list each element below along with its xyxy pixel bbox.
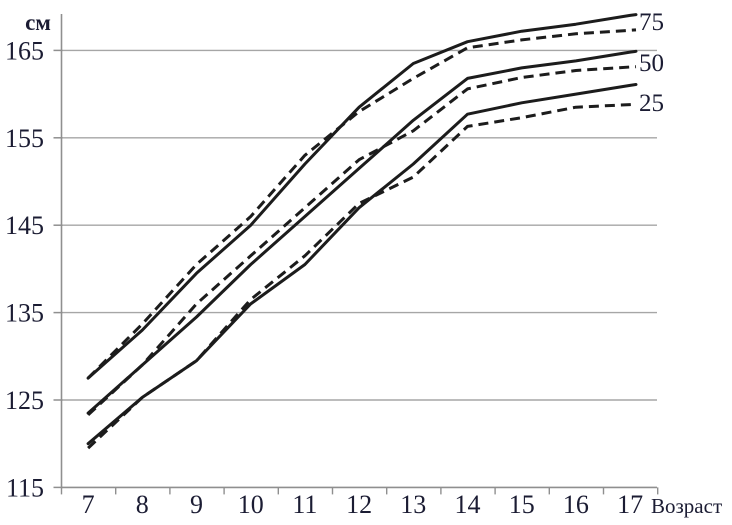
x-tick-label: 16 (563, 490, 589, 519)
x-axis-title: Возраст (651, 494, 723, 518)
x-tick-label: 17 (617, 490, 643, 519)
x-tick-label: 8 (136, 490, 149, 519)
x-tick-label: 14 (455, 490, 481, 519)
x-tick-label: 13 (400, 490, 426, 519)
curve-percentile-75-solid (86, 13, 638, 380)
curve-percentile-50-dashed (87, 65, 637, 417)
curve-percentile-75-dashed (87, 28, 637, 380)
x-tick-label: 12 (346, 490, 372, 519)
y-tick-label: 115 (6, 473, 44, 502)
y-tick-label: 165 (5, 36, 44, 65)
y-tick-label: 125 (5, 386, 44, 415)
x-tick-label: 15 (509, 490, 535, 519)
y-tick-label: 145 (5, 211, 44, 240)
series-label-25: 25 (639, 90, 664, 117)
series-label-50: 50 (639, 50, 664, 77)
x-tick-label: 11 (292, 490, 317, 519)
x-tick-label: 9 (190, 490, 203, 519)
y-tick-label: 155 (5, 124, 44, 153)
x-tick-label: 10 (238, 490, 264, 519)
y-axis-unit-label: см (25, 10, 51, 35)
curve-percentile-25-dashed (87, 102, 637, 450)
x-tick-label: 7 (82, 490, 95, 519)
series-label-75: 75 (639, 9, 664, 36)
y-tick-label: 135 (5, 299, 44, 328)
